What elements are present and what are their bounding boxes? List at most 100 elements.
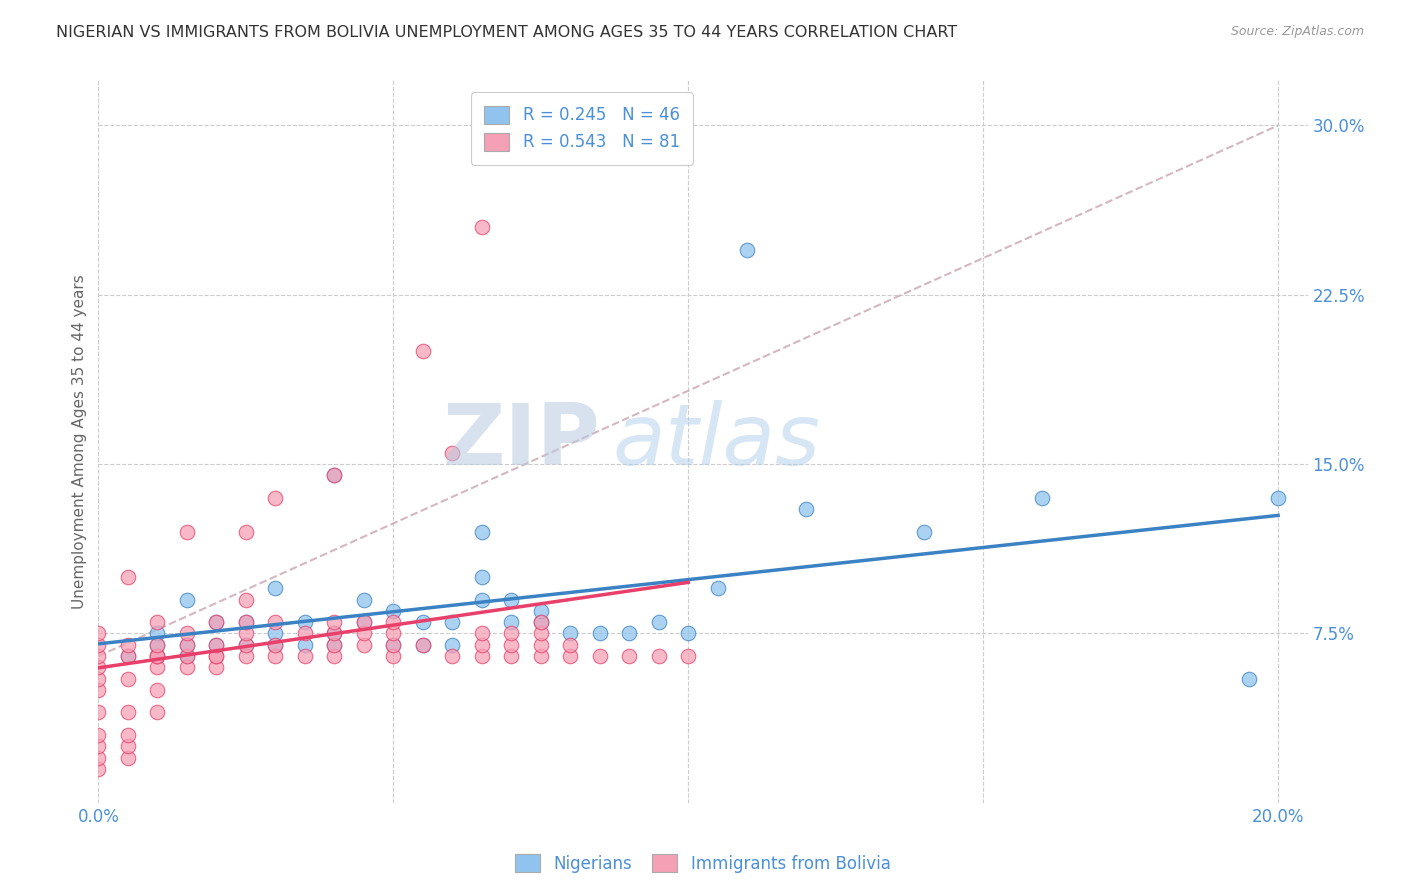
Point — [560, 638, 582, 652]
Point — [1267, 491, 1289, 505]
Point — [648, 648, 671, 663]
Point — [235, 524, 257, 539]
Point — [471, 570, 494, 584]
Point — [619, 626, 641, 640]
Point — [294, 648, 316, 663]
Point — [117, 570, 139, 584]
Y-axis label: Unemployment Among Ages 35 to 44 years: Unemployment Among Ages 35 to 44 years — [72, 274, 87, 609]
Point — [146, 638, 169, 652]
Point — [441, 648, 464, 663]
Point — [87, 626, 110, 640]
Point — [87, 750, 110, 764]
Point — [323, 468, 346, 483]
Point — [560, 626, 582, 640]
Point — [1031, 491, 1053, 505]
Point — [264, 491, 287, 505]
Point — [87, 682, 110, 697]
Point — [117, 728, 139, 742]
Point — [117, 706, 139, 720]
Point — [471, 220, 494, 235]
Point — [235, 626, 257, 640]
Point — [176, 592, 198, 607]
Point — [530, 648, 553, 663]
Point — [146, 626, 169, 640]
Point — [323, 638, 346, 652]
Point — [87, 648, 110, 663]
Point — [205, 615, 228, 630]
Point — [264, 638, 287, 652]
Point — [382, 604, 405, 618]
Text: atlas: atlas — [613, 400, 820, 483]
Point — [323, 626, 346, 640]
Point — [294, 638, 316, 652]
Point — [501, 615, 523, 630]
Point — [264, 648, 287, 663]
Point — [176, 524, 198, 539]
Point — [530, 638, 553, 652]
Point — [176, 648, 198, 663]
Point — [530, 615, 553, 630]
Point — [146, 682, 169, 697]
Point — [87, 739, 110, 754]
Point — [501, 626, 523, 640]
Point — [323, 638, 346, 652]
Text: NIGERIAN VS IMMIGRANTS FROM BOLIVIA UNEMPLOYMENT AMONG AGES 35 TO 44 YEARS CORRE: NIGERIAN VS IMMIGRANTS FROM BOLIVIA UNEM… — [56, 25, 957, 40]
Point — [501, 648, 523, 663]
Point — [117, 739, 139, 754]
Point — [264, 582, 287, 596]
Point — [382, 615, 405, 630]
Point — [912, 524, 935, 539]
Point — [235, 615, 257, 630]
Point — [235, 638, 257, 652]
Point — [471, 524, 494, 539]
Point — [146, 648, 169, 663]
Point — [205, 648, 228, 663]
Point — [706, 582, 728, 596]
Point — [117, 638, 139, 652]
Point — [205, 638, 228, 652]
Point — [412, 638, 434, 652]
Point — [264, 626, 287, 640]
Point — [176, 660, 198, 674]
Point — [471, 648, 494, 663]
Point — [648, 615, 671, 630]
Point — [735, 243, 758, 257]
Point — [501, 592, 523, 607]
Point — [117, 648, 139, 663]
Point — [678, 626, 700, 640]
Point — [353, 592, 375, 607]
Point — [323, 648, 346, 663]
Legend: Nigerians, Immigrants from Bolivia: Nigerians, Immigrants from Bolivia — [509, 847, 897, 880]
Point — [353, 615, 375, 630]
Text: ZIP: ZIP — [443, 400, 600, 483]
Point — [589, 648, 612, 663]
Point — [176, 626, 198, 640]
Point — [441, 446, 464, 460]
Point — [146, 638, 169, 652]
Point — [176, 638, 198, 652]
Point — [87, 638, 110, 652]
Point — [412, 344, 434, 359]
Point — [530, 626, 553, 640]
Point — [87, 762, 110, 776]
Point — [294, 626, 316, 640]
Point — [146, 706, 169, 720]
Point — [205, 660, 228, 674]
Point — [264, 615, 287, 630]
Point — [412, 615, 434, 630]
Point — [501, 638, 523, 652]
Point — [471, 638, 494, 652]
Point — [146, 648, 169, 663]
Point — [87, 672, 110, 686]
Text: Source: ZipAtlas.com: Source: ZipAtlas.com — [1230, 25, 1364, 38]
Point — [176, 648, 198, 663]
Point — [87, 660, 110, 674]
Point — [530, 615, 553, 630]
Point — [235, 615, 257, 630]
Point — [87, 706, 110, 720]
Point — [382, 638, 405, 652]
Point — [382, 626, 405, 640]
Point — [794, 502, 817, 516]
Point — [294, 615, 316, 630]
Point — [205, 615, 228, 630]
